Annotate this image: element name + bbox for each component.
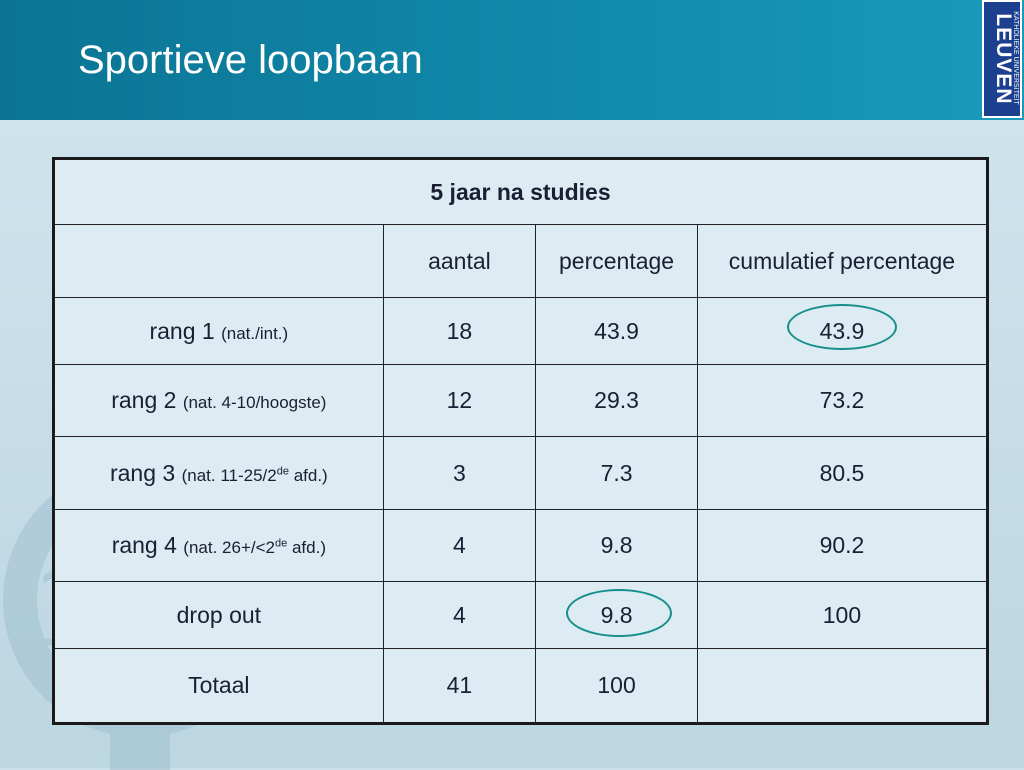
cumulatief-cell [696,648,989,724]
row-label-cell: drop out [53,581,384,649]
row-detail: (nat. 26+/<2de afd.) [183,537,326,557]
row-label-cell: rang 1 (nat./int.) [53,297,384,365]
row-label: rang 3 [109,459,176,486]
aantal-cell: 4 [382,581,537,649]
row-label: rang 1 [149,317,215,344]
column-header-aantal: aantal [382,224,537,298]
table-row: rang 4 (nat. 26+/<2de afd.) 4 9.8 90.2 [53,509,989,582]
aantal-cell: 41 [382,648,537,724]
cumulatief-cell: 73.2 [696,364,989,437]
row-label: rang 2 [111,387,177,413]
row-label-cell: Totaal [53,648,384,724]
aantal-cell: 18 [382,297,537,365]
table-row: rang 2 (nat. 4-10/hoogste) 12 29.3 73.2 [53,364,989,437]
aantal-cell: 3 [382,436,537,510]
row-label: rang 4 [111,532,177,558]
logo-background: LEUVEN KATHOLIEKE UNIVERSITEIT [984,2,1020,116]
column-header-empty [53,224,384,298]
slide-title: Sportieve loopbaan [78,38,423,82]
row-label-cell: rang 4 (nat. 26+/<2de afd.) [53,509,384,582]
highlight-circle-dropout [566,589,672,637]
aantal-cell: 4 [382,509,537,582]
cumulatief-cell: 90.2 [696,509,989,582]
table-row-total: Totaal 41 100 [53,648,989,724]
slide-header: Sportieve loopbaan [0,0,1024,120]
column-header-row: aantal percentage cumulatief percentage [53,224,989,298]
column-header-percentage: percentage [535,224,698,298]
cumulatief-cell: 80.5 [696,436,989,510]
column-header-cumulatief: cumulatief percentage [696,224,989,298]
results-table: 5 jaar na studies aantal percentage cumu… [52,157,989,725]
percentage-cell: 7.3 [535,436,698,510]
logo-text-university: KATHOLIEKE UNIVERSITEIT [1012,11,1019,105]
percentage-cell: 9.8 [535,509,698,582]
table-row: drop out 4 9.8 100 [53,581,989,649]
row-label: drop out [176,601,262,628]
row-label-cell: rang 2 (nat. 4-10/hoogste) [53,364,384,437]
highlight-circle-cumulatief [787,304,897,350]
table-caption-row: 5 jaar na studies [53,158,988,225]
percentage-cell: 100 [535,648,698,724]
percentage-cell: 43.9 [535,297,698,365]
row-detail: (nat. 4-10/hoogste) [182,393,327,412]
row-label: Totaal [188,672,250,698]
university-logo: LEUVEN KATHOLIEKE UNIVERSITEIT [982,0,1022,118]
table-caption: 5 jaar na studies [53,158,988,225]
row-label-cell: rang 3 (nat. 11-25/2de afd.) [53,436,384,510]
percentage-cell: 29.3 [535,364,698,437]
row-detail: (nat. 11-25/2de afd.) [181,464,328,485]
aantal-cell: 12 [382,364,537,437]
cumulatief-cell: 100 [696,581,989,649]
table-row: rang 3 (nat. 11-25/2de afd.) 3 7.3 80.5 [53,436,989,510]
row-detail: (nat./int.) [221,323,289,343]
